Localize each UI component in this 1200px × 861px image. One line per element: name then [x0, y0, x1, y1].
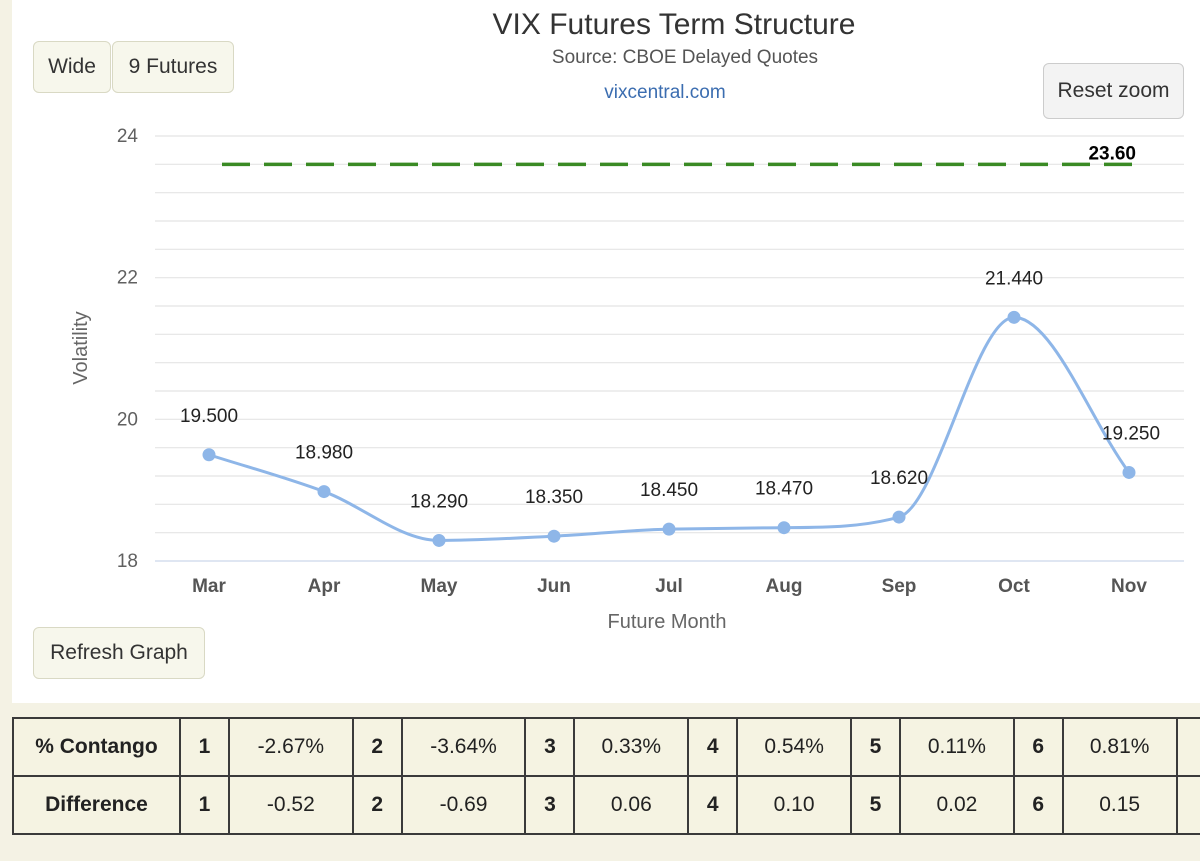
data-label: 18.350: [525, 487, 583, 508]
value-cell: 0.11%: [899, 717, 1015, 777]
row-header: Difference: [12, 775, 181, 835]
x-tick-label: Aug: [766, 576, 803, 597]
y-axis-title: Volatility: [70, 311, 92, 384]
month-index-cell: 2: [351, 775, 403, 835]
futures-count-button[interactable]: 9 Futures: [112, 41, 234, 93]
table-row: Difference 1 -0.52 2 -0.69 3 0.06 4 0.10 5 0.02 6 0.…: [12, 775, 1200, 835]
data-label: 18.620: [870, 468, 928, 489]
data-point: [777, 521, 791, 535]
x-tick-label: Apr: [308, 576, 341, 597]
x-tick-label: Oct: [998, 576, 1030, 597]
y-tick-label: 22: [117, 268, 138, 289]
data-label: 21.440: [985, 268, 1043, 289]
data-point: [547, 529, 561, 543]
y-axis-ticks: 18 20 22 24: [117, 126, 139, 572]
x-axis-ticks: Mar Apr May Jun Jul Aug Sep Oct Nov: [192, 576, 1147, 597]
value-cell: -0.52: [228, 775, 354, 835]
x-tick-label: May: [421, 576, 458, 597]
series-group: 19.500 18.980 18.290 18.350 18.450 18.470 18.6…: [180, 268, 1160, 547]
data-label: 18.450: [640, 480, 698, 501]
chart-title: VIX Futures Term Structure: [493, 8, 856, 41]
value-cell: -3.64%: [400, 717, 527, 777]
chart-panel: VIX Futures Term Structure Source: CBOE …: [12, 0, 1200, 703]
contango-table: % Contango 1 -2.67% 2 -3.64% 3 0.33% 4 0.54% 5 0.1…: [12, 717, 1200, 835]
data-label: 18.290: [410, 491, 468, 512]
y-tick-label: 20: [117, 409, 138, 430]
value-cell: 0.10: [736, 775, 852, 835]
data-point: [892, 510, 906, 524]
month-index-cell: 4: [687, 775, 739, 835]
reset-zoom-button[interactable]: Reset zoom: [1043, 63, 1184, 119]
contango-table-wrapper: % Contango 1 -2.67% 2 -3.64% 3 0.33% 4 0.54% 5 0.1…: [12, 717, 1200, 835]
month-index-cell: 6: [1012, 717, 1064, 777]
x-tick-label: Jun: [537, 576, 571, 597]
truncated-cell: [1175, 775, 1200, 835]
table-row: % Contango 1 -2.67% 2 -3.64% 3 0.33% 4 0.54% 5 0.1…: [12, 717, 1200, 777]
wide-button[interactable]: Wide: [33, 41, 111, 93]
grid-lines: [155, 135, 1184, 562]
month-index-cell: 1: [178, 717, 231, 777]
data-point: [317, 485, 331, 499]
x-tick-label: Sep: [882, 576, 917, 597]
data-point: [1122, 465, 1136, 479]
month-index-cell: 3: [524, 717, 576, 777]
month-index-cell: 6: [1012, 775, 1064, 835]
value-cell: 0.81%: [1061, 717, 1178, 777]
month-index-cell: 4: [687, 717, 739, 777]
value-cell: 0.15: [1061, 775, 1178, 835]
reference-line-group: 23.60: [222, 143, 1137, 167]
data-label: 18.980: [295, 443, 353, 464]
data-label: 18.470: [755, 479, 813, 500]
data-label: 19.500: [180, 406, 238, 427]
data-point: [1007, 310, 1021, 324]
month-index-cell: 3: [524, 775, 576, 835]
month-index-cell: 2: [351, 717, 403, 777]
y-tick-label: 18: [117, 551, 138, 572]
reference-line-label: 23.60: [1088, 143, 1136, 164]
chart-subtitle: Source: CBOE Delayed Quotes: [552, 47, 818, 68]
truncated-cell: [1175, 717, 1200, 777]
value-cell: -2.67%: [228, 717, 354, 777]
x-tick-label: Mar: [192, 576, 226, 597]
month-index-cell: 5: [849, 775, 902, 835]
x-tick-label: Nov: [1111, 576, 1147, 597]
value-cell: 0.02: [899, 775, 1015, 835]
data-point: [432, 533, 446, 547]
value-cell: 0.33%: [573, 717, 690, 777]
value-cell: 0.54%: [736, 717, 852, 777]
value-cell: -0.69: [400, 775, 527, 835]
data-point: [662, 522, 676, 536]
series-line: [208, 315, 1131, 542]
x-axis-title: Future Month: [608, 611, 727, 633]
term-structure-chart: VIX Futures Term Structure Source: CBOE …: [70, 8, 1184, 633]
y-tick-label: 24: [117, 126, 139, 147]
chart-credit-link[interactable]: vixcentral.com: [604, 82, 725, 103]
month-index-cell: 5: [849, 717, 902, 777]
refresh-graph-button[interactable]: Refresh Graph: [33, 627, 205, 679]
value-cell: 0.06: [573, 775, 690, 835]
x-tick-label: Jul: [655, 576, 682, 597]
data-label: 19.250: [1102, 423, 1160, 444]
row-header: % Contango: [12, 717, 181, 777]
month-index-cell: 1: [178, 775, 231, 835]
data-point: [202, 448, 216, 462]
